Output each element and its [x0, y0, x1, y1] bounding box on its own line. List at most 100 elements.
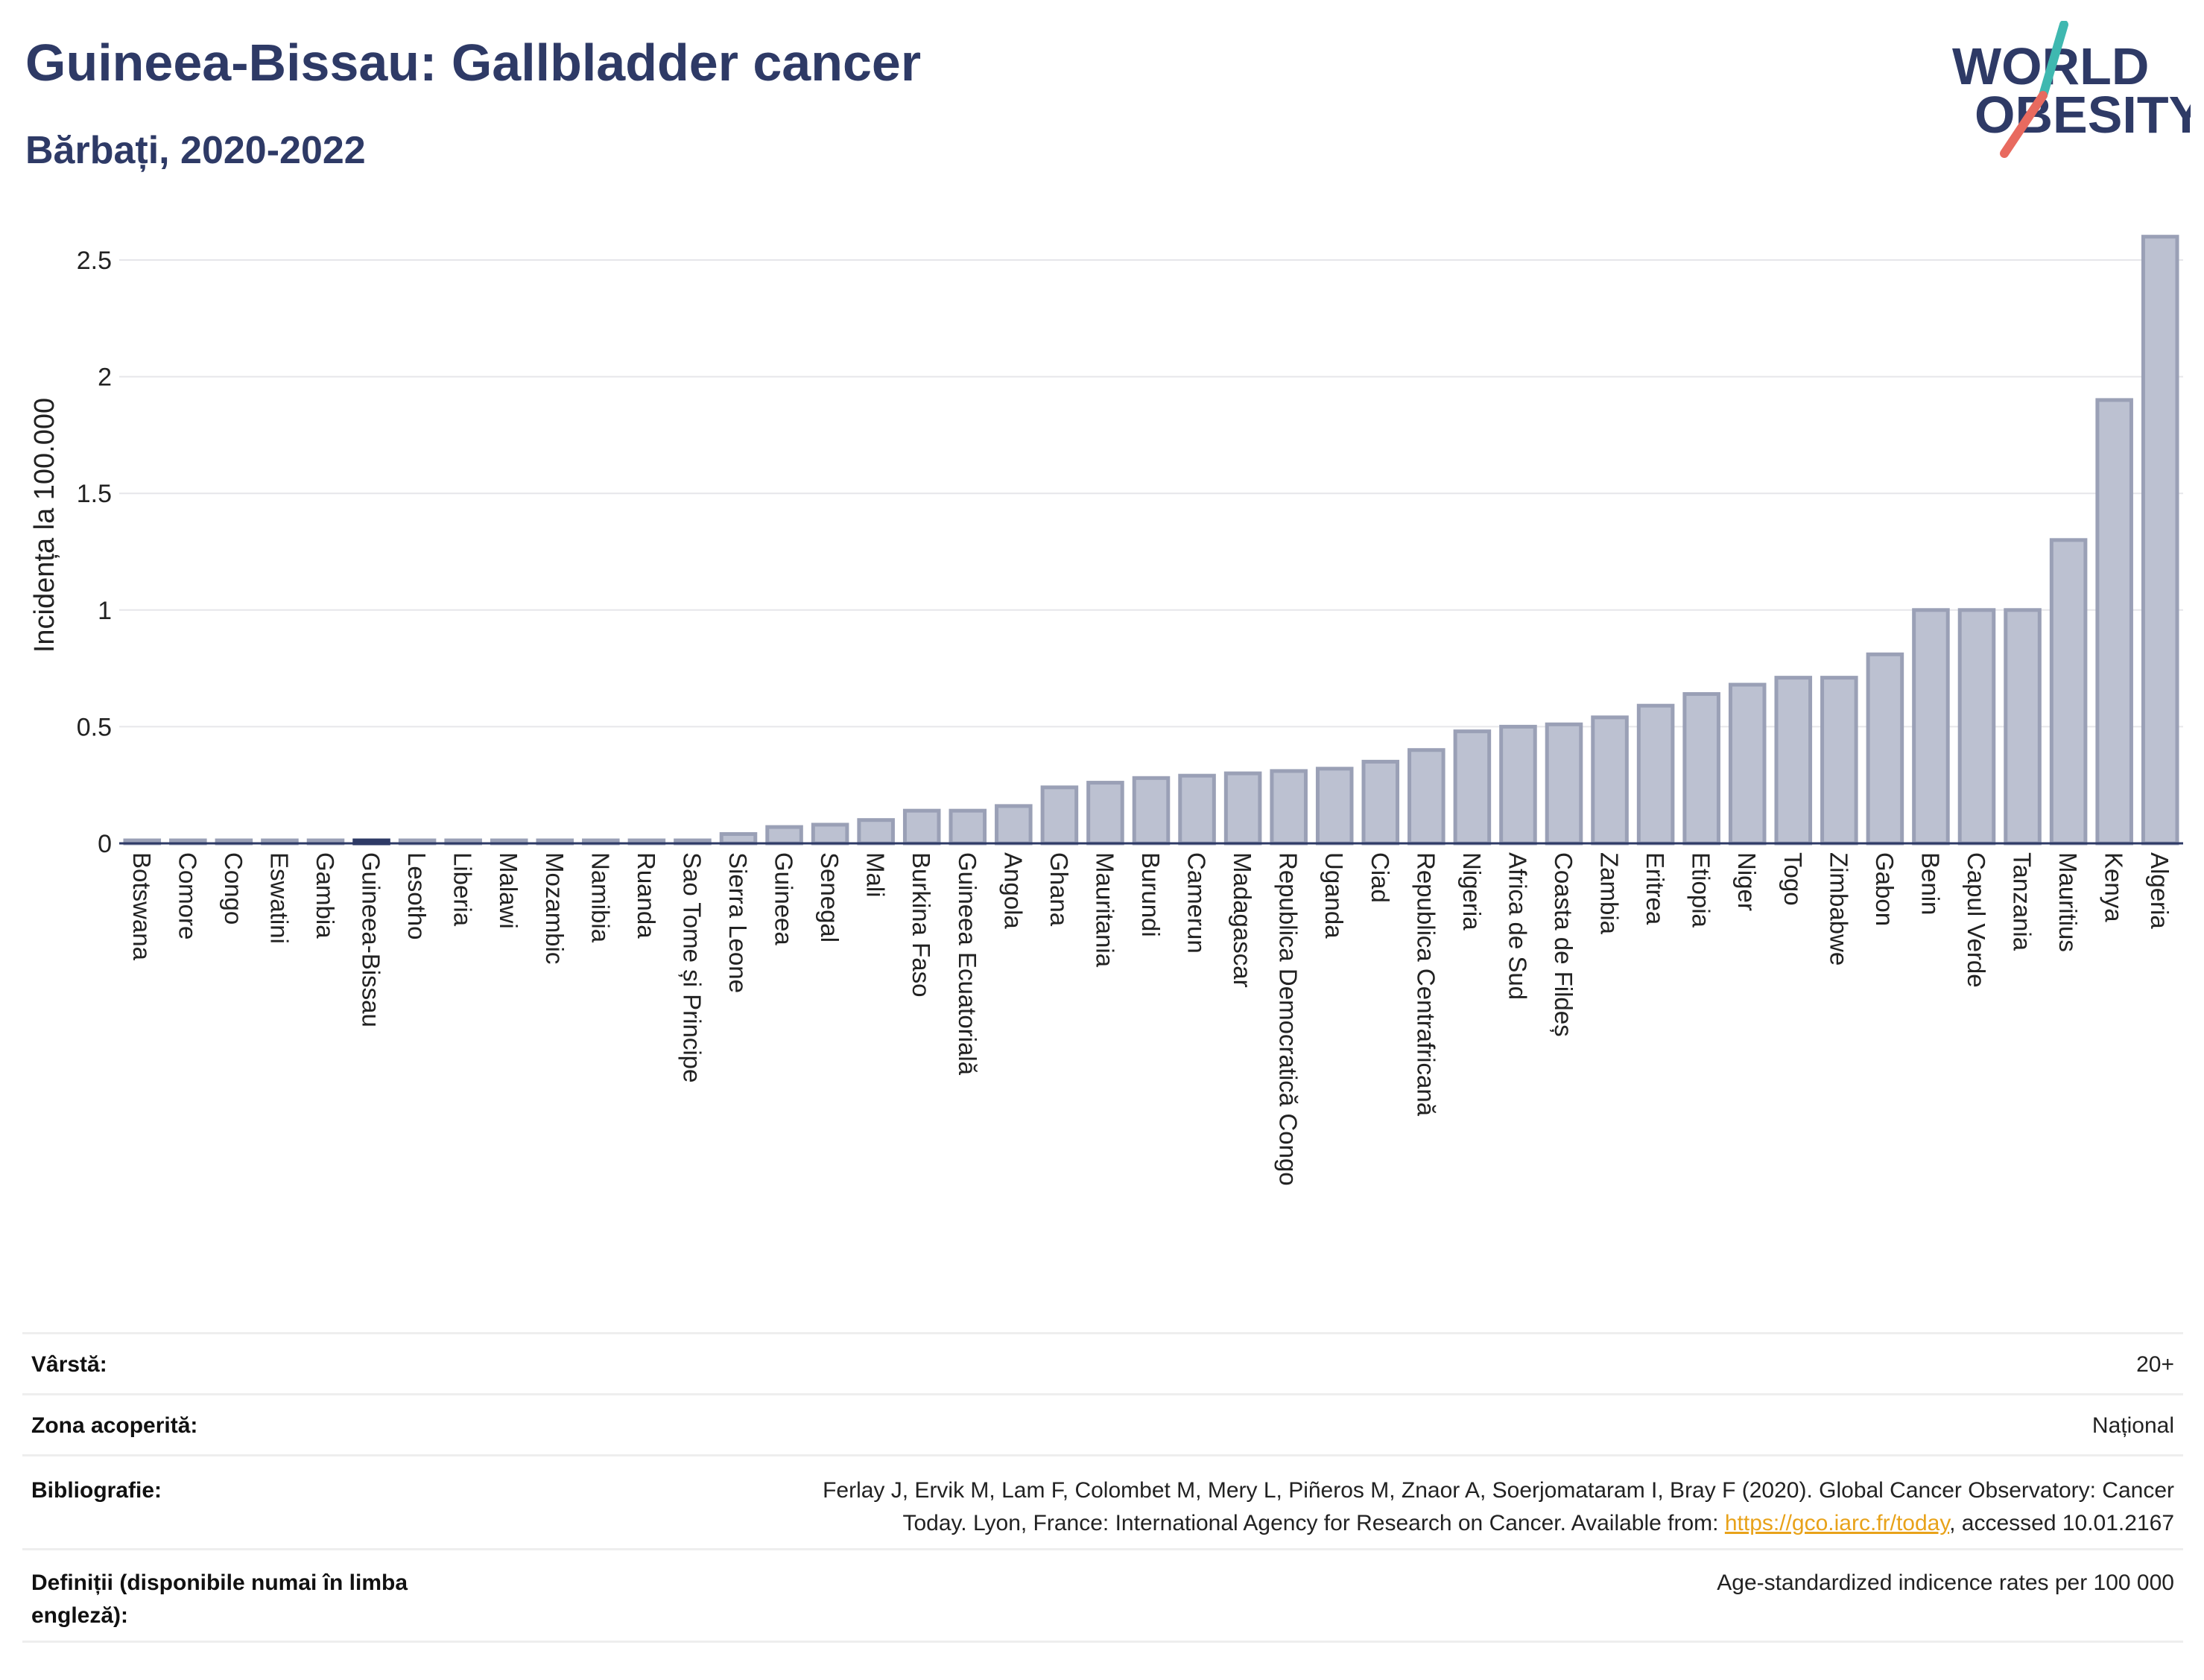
age-value: 20+ — [507, 1332, 2183, 1395]
x-tick-label: Kenya — [2100, 852, 2128, 922]
bar — [1820, 676, 1858, 846]
x-tick-label: Guineea Ecuatorială — [954, 852, 981, 1076]
x-tick-label: Eritrea — [1641, 852, 1669, 925]
bar — [1545, 722, 1583, 846]
x-tick-label: Ghana — [1045, 852, 1073, 927]
x-tick-label: Zimbabwe — [1825, 852, 1852, 966]
x-tick-label: Gambia — [311, 852, 339, 939]
bar — [1866, 652, 1904, 846]
bar — [2095, 398, 2133, 846]
x-tick-label: Africa de Sud — [1504, 852, 1531, 1000]
bibliography-label: Bibliografie: — [22, 1454, 507, 1550]
x-tick-label: Guineea-Bissau — [358, 852, 385, 1027]
y-tick-label: 2 — [98, 364, 112, 392]
y-tick-label: 1 — [98, 597, 112, 625]
logo-word-obesity: OBESITY — [1975, 86, 2191, 144]
bar — [1957, 608, 1996, 846]
x-tick-label: Sao Tome și Principe — [678, 852, 706, 1083]
bar — [1132, 776, 1171, 846]
y-tick-label: 1.5 — [77, 480, 112, 508]
x-tick-label: Lesotho — [403, 852, 431, 939]
bar — [1912, 608, 1950, 846]
x-tick-label: Sierra Leone — [724, 852, 752, 993]
bibliography-value: Ferlay J, Ervik M, Lam F, Colombet M, Me… — [507, 1454, 2183, 1550]
metadata-table: Vârstă: 20+ Zona acoperită: Național Bib… — [22, 1332, 2183, 1643]
x-tick-label: Liberia — [449, 852, 477, 927]
y-tick-label: 0 — [98, 830, 112, 858]
bar — [1774, 676, 1813, 846]
bar — [1223, 771, 1262, 846]
x-tick-label: Republica Democratică Congo — [1275, 852, 1302, 1186]
logo-slash-coral — [2000, 91, 2048, 158]
bar — [1499, 724, 1537, 846]
x-tick-label: Mali — [862, 852, 890, 898]
page-subtitle: Bărbați, 2020-2022 — [25, 129, 366, 172]
bar — [765, 825, 803, 846]
x-tick-label: Burundi — [1137, 852, 1165, 937]
x-tick-label: Mauritius — [2054, 852, 2082, 952]
bar — [857, 818, 895, 846]
x-tick-label: Mauritania — [1091, 852, 1118, 968]
x-tick-label: Gabon — [1871, 852, 1899, 926]
x-tick-label: Tanzania — [2009, 852, 2036, 951]
bar — [1453, 729, 1492, 846]
bibliography-line-2-post: , accessed 10.01.2167 — [1949, 1511, 2174, 1535]
bar — [1086, 781, 1124, 846]
world-obesity-logo: WORLD OBESITY — [1952, 21, 2191, 158]
x-tick-label: Senegal — [816, 852, 843, 942]
meta-row-area: Zona acoperită: Național — [22, 1393, 2183, 1456]
x-tick-label: Etiopia — [1688, 852, 1715, 928]
bar — [2004, 608, 2042, 846]
x-tick-label: Algeria — [2146, 852, 2173, 929]
definitions-label-line-2: engleză): — [31, 1603, 129, 1628]
x-tick-label: Angola — [999, 852, 1027, 929]
bar — [2049, 538, 2088, 846]
bar — [1682, 692, 1720, 846]
bar — [1591, 715, 1629, 846]
x-tick-label: Guineea — [770, 852, 798, 945]
bar — [1315, 767, 1354, 846]
x-tick-label: Mozambic — [541, 852, 569, 964]
x-tick-label: Uganda — [1320, 852, 1348, 939]
x-tick-label: Madagascar — [1229, 852, 1256, 988]
bar — [1040, 785, 1079, 846]
x-tick-label: Coasta de Fildeș — [1550, 852, 1577, 1037]
x-tick-label: Niger — [1733, 852, 1761, 911]
y-axis-label: Incidența la 100.000 — [29, 398, 60, 653]
bar — [811, 822, 849, 846]
bar-chart: 0 0.5 1 1.5 2 2.5 Botswana Comore Congo Eswatini… — [29, 235, 2183, 1186]
bar — [1270, 769, 1308, 846]
bar — [995, 804, 1033, 846]
bibliography-line-2-pre: Today. Lyon, France: International Agenc… — [902, 1511, 1725, 1535]
y-tick-label: 0.5 — [77, 713, 112, 741]
definitions-label-line-1: Definiții (disponibile numai în limba — [31, 1570, 408, 1595]
x-tick-label: Nigeria — [1458, 852, 1486, 931]
meta-row-definitions: Definiții (disponibile numai în limba en… — [22, 1548, 2183, 1643]
bar — [1407, 748, 1445, 846]
area-value: Național — [507, 1393, 2183, 1456]
page-title: Guineea-Bissau: Gallbladder cancer — [25, 34, 922, 92]
bar — [902, 808, 941, 846]
bar — [1636, 703, 1675, 846]
age-label: Vârstă: — [22, 1332, 507, 1395]
y-tick-labels: 0 0.5 1 1.5 2 2.5 — [77, 247, 112, 858]
x-tick-label: Comore — [174, 852, 201, 939]
x-tick-label: Camerun — [1183, 852, 1211, 954]
y-tick-label: 2.5 — [77, 247, 112, 275]
definitions-value: Age-standardized indicence rates per 100… — [507, 1548, 2183, 1643]
x-tick-label: Burkina Faso — [908, 852, 935, 997]
bibliography-link[interactable]: https://gco.iarc.fr/today — [1724, 1511, 1950, 1535]
bibliography-line-1: Ferlay J, Ervik M, Lam F, Colombet M, Me… — [823, 1478, 2174, 1503]
area-label: Zona acoperită: — [22, 1393, 507, 1456]
x-tick-label: Togo — [1779, 852, 1807, 906]
x-tick-label: Capul Verde — [1963, 852, 1990, 988]
x-tick-label: Namibia — [586, 852, 614, 943]
x-tick-label: Zambia — [1596, 852, 1624, 935]
meta-row-bibliography: Bibliografie: Ferlay J, Ervik M, Lam F, … — [22, 1454, 2183, 1550]
x-tick-label: Eswatini — [265, 852, 293, 944]
x-tick-label: Ciad — [1367, 852, 1394, 903]
x-tick-label: Botswana — [128, 852, 156, 961]
x-tick-label: Benin — [1916, 852, 1944, 915]
x-tick-labels: Botswana Comore Congo Eswatini Gambia Guineea… — [128, 852, 2173, 1186]
logo-slash-teal — [2039, 21, 2068, 100]
